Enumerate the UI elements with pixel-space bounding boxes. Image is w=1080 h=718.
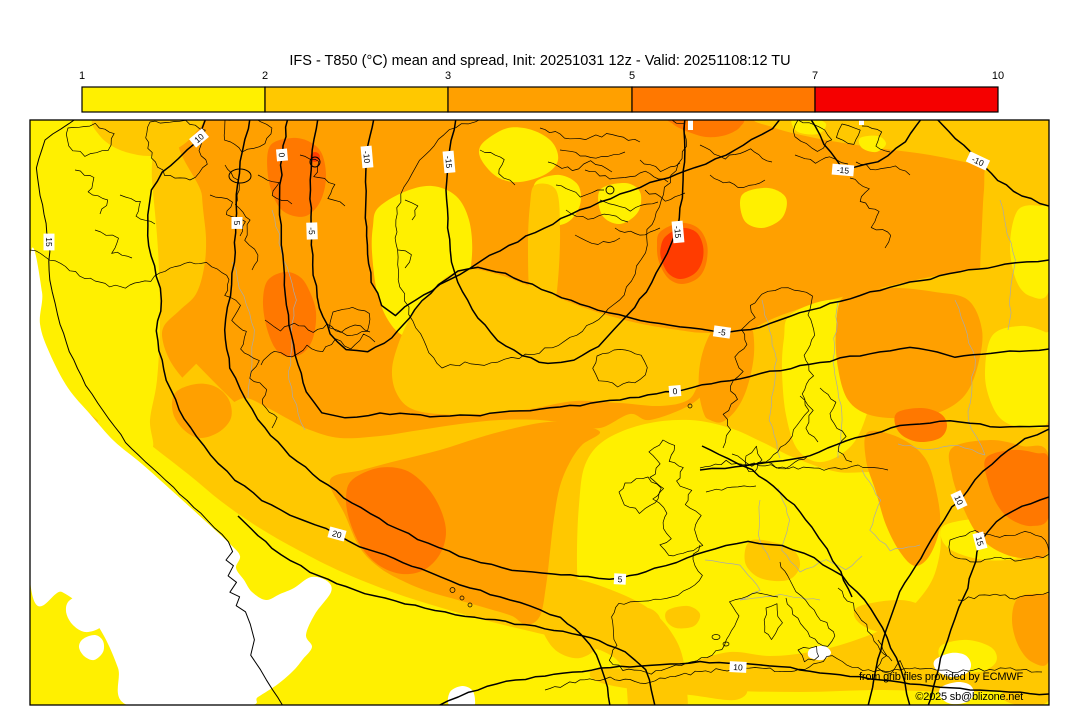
svg-text:0: 0 bbox=[672, 386, 678, 396]
svg-text:-15: -15 bbox=[443, 155, 454, 168]
svg-text:-10: -10 bbox=[970, 154, 986, 168]
svg-text:20: 20 bbox=[331, 528, 343, 540]
svg-text:10: 10 bbox=[952, 494, 965, 507]
svg-text:-5: -5 bbox=[718, 327, 727, 338]
svg-text:-15: -15 bbox=[836, 165, 849, 176]
svg-text:©2025 sb@blizone.net: ©2025 sb@blizone.net bbox=[915, 691, 1023, 703]
svg-text:15: 15 bbox=[974, 535, 986, 547]
svg-text:-10: -10 bbox=[361, 150, 372, 163]
svg-text:-5: -5 bbox=[307, 227, 317, 235]
svg-text:from grib files provided by EC: from grib files provided by ECMWF bbox=[859, 671, 1023, 683]
svg-text:5: 5 bbox=[232, 221, 242, 226]
svg-text:-15: -15 bbox=[672, 225, 683, 238]
svg-text:15: 15 bbox=[44, 237, 54, 247]
svg-text:5: 5 bbox=[617, 574, 623, 584]
svg-text:10: 10 bbox=[733, 662, 743, 672]
svg-text:0: 0 bbox=[277, 152, 287, 158]
